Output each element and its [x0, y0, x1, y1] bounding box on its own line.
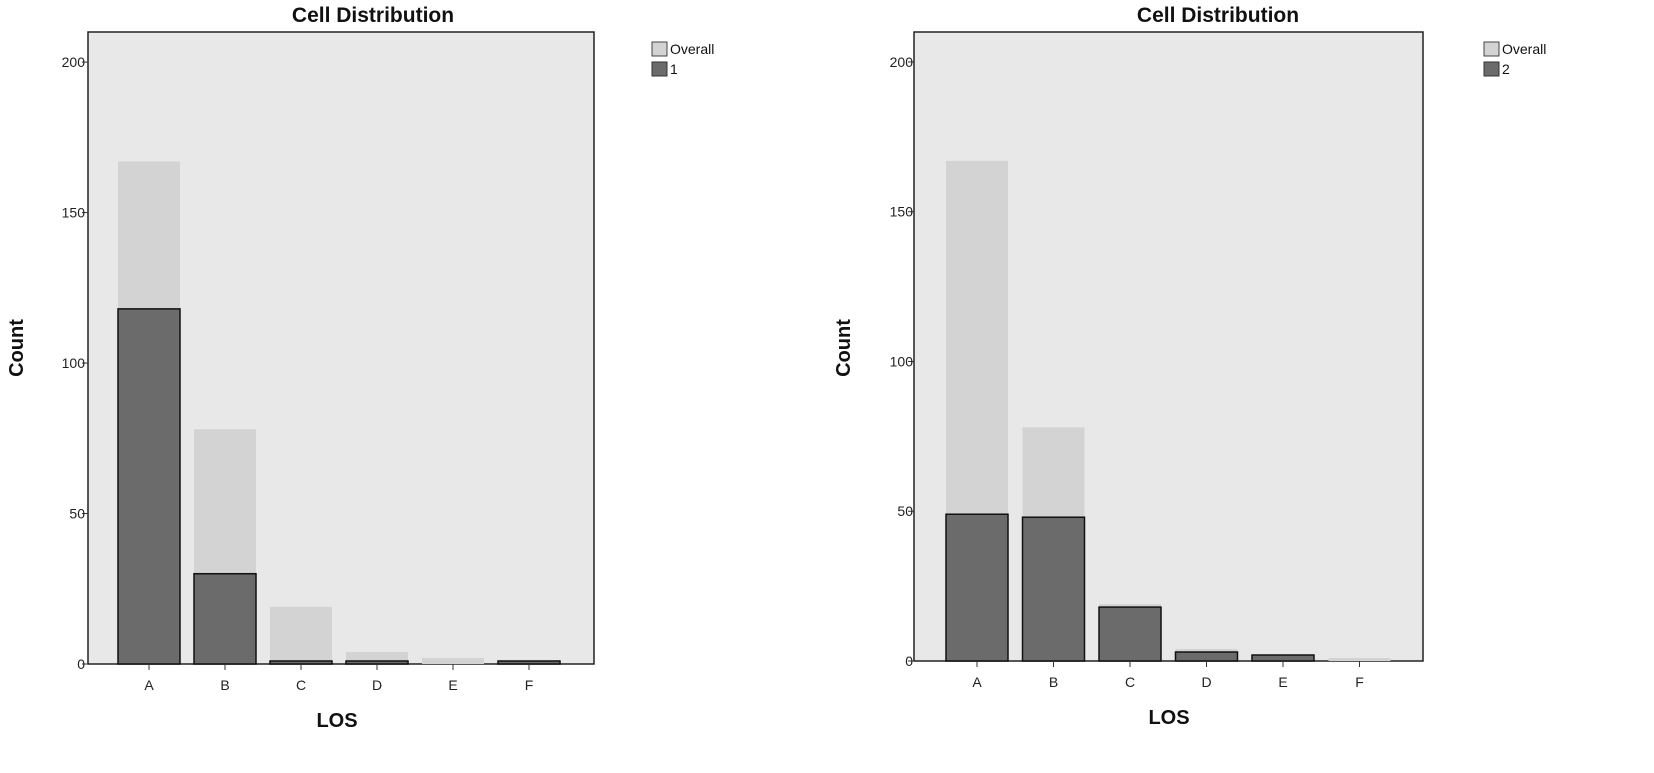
x-tick-label-C: C — [1125, 674, 1135, 690]
x-tick-label-E: E — [1278, 674, 1287, 690]
chart-left-svg: Cell Distribution 0 50 100 150 200 A B C D E F Co… — [6, 4, 714, 732]
y-tick-label-0: 0 — [77, 656, 85, 672]
x-ticks: A B C D E F — [144, 664, 533, 693]
x-axis-label: LOS — [316, 710, 357, 732]
bars-group — [945, 160, 1391, 662]
y-tick-label-150: 150 — [890, 204, 914, 220]
chart-right: Cell Distribution 0 50 100 150 200 A B C D E F Co… — [828, 0, 1654, 773]
legend-label-overall: Overall — [1502, 41, 1546, 57]
bar-group-B — [193, 572, 257, 665]
x-tick-label-A: A — [144, 677, 154, 693]
x-tick-label-F: F — [1355, 674, 1364, 690]
y-tick-label-200: 200 — [62, 54, 86, 70]
legend-label-overall: Overall — [670, 41, 714, 57]
y-tick-label-200: 200 — [890, 54, 914, 70]
bar-group-A — [945, 513, 1009, 662]
x-tick-label-C: C — [296, 677, 306, 693]
bar-group-D — [1174, 651, 1239, 662]
y-axis-label: Count — [833, 319, 855, 377]
bar-group-E — [1251, 654, 1315, 662]
y-tick-label-100: 100 — [62, 355, 86, 371]
bar-overall-F — [1328, 658, 1391, 661]
y-ticks: 0 50 100 150 200 — [62, 54, 88, 672]
bars-group — [117, 161, 561, 665]
bar-group-B — [1021, 516, 1086, 662]
chart-title: Cell Distribution — [1137, 4, 1299, 27]
legend: Overall 1 — [651, 41, 714, 77]
legend-label-group: 1 — [670, 61, 678, 77]
y-tick-label-150: 150 — [62, 205, 86, 221]
bar-group-C — [269, 660, 333, 665]
y-tick-label-50: 50 — [69, 506, 85, 522]
legend-swatch-group — [1483, 61, 1500, 77]
legend: Overall 2 — [1483, 41, 1546, 77]
legend-swatch-group — [651, 61, 668, 77]
bar-overall-C — [270, 606, 332, 664]
x-axis-label: LOS — [1148, 707, 1189, 729]
bar-group-D — [345, 660, 409, 665]
x-tick-label-F: F — [525, 677, 534, 693]
x-ticks: A B C D E F — [972, 661, 1364, 690]
x-tick-label-E: E — [448, 677, 457, 693]
legend-swatch-overall — [651, 41, 668, 57]
y-tick-label-100: 100 — [890, 353, 914, 369]
bar-group-F — [497, 660, 561, 665]
y-tick-label-50: 50 — [897, 503, 913, 519]
x-tick-label-A: A — [972, 674, 982, 690]
bar-overall-E — [422, 657, 484, 664]
y-ticks: 0 50 100 150 200 — [890, 54, 914, 669]
chart-right-svg: Cell Distribution 0 50 100 150 200 A B C D E F Co… — [833, 4, 1546, 729]
legend-label-group: 2 — [1502, 61, 1510, 77]
bar-group-A — [117, 308, 181, 665]
x-tick-label-D: D — [372, 677, 382, 693]
y-axis-label: Count — [6, 319, 28, 377]
y-tick-label-0: 0 — [905, 653, 913, 669]
chart-left: Cell Distribution 0 50 100 150 200 A B C D E F Co… — [0, 0, 800, 773]
legend-swatch-overall — [1483, 41, 1500, 57]
chart-title: Cell Distribution — [292, 4, 454, 27]
x-tick-label-B: B — [1049, 674, 1058, 690]
x-tick-label-D: D — [1201, 674, 1211, 690]
x-tick-label-B: B — [220, 677, 229, 693]
bar-group-C — [1098, 606, 1162, 662]
